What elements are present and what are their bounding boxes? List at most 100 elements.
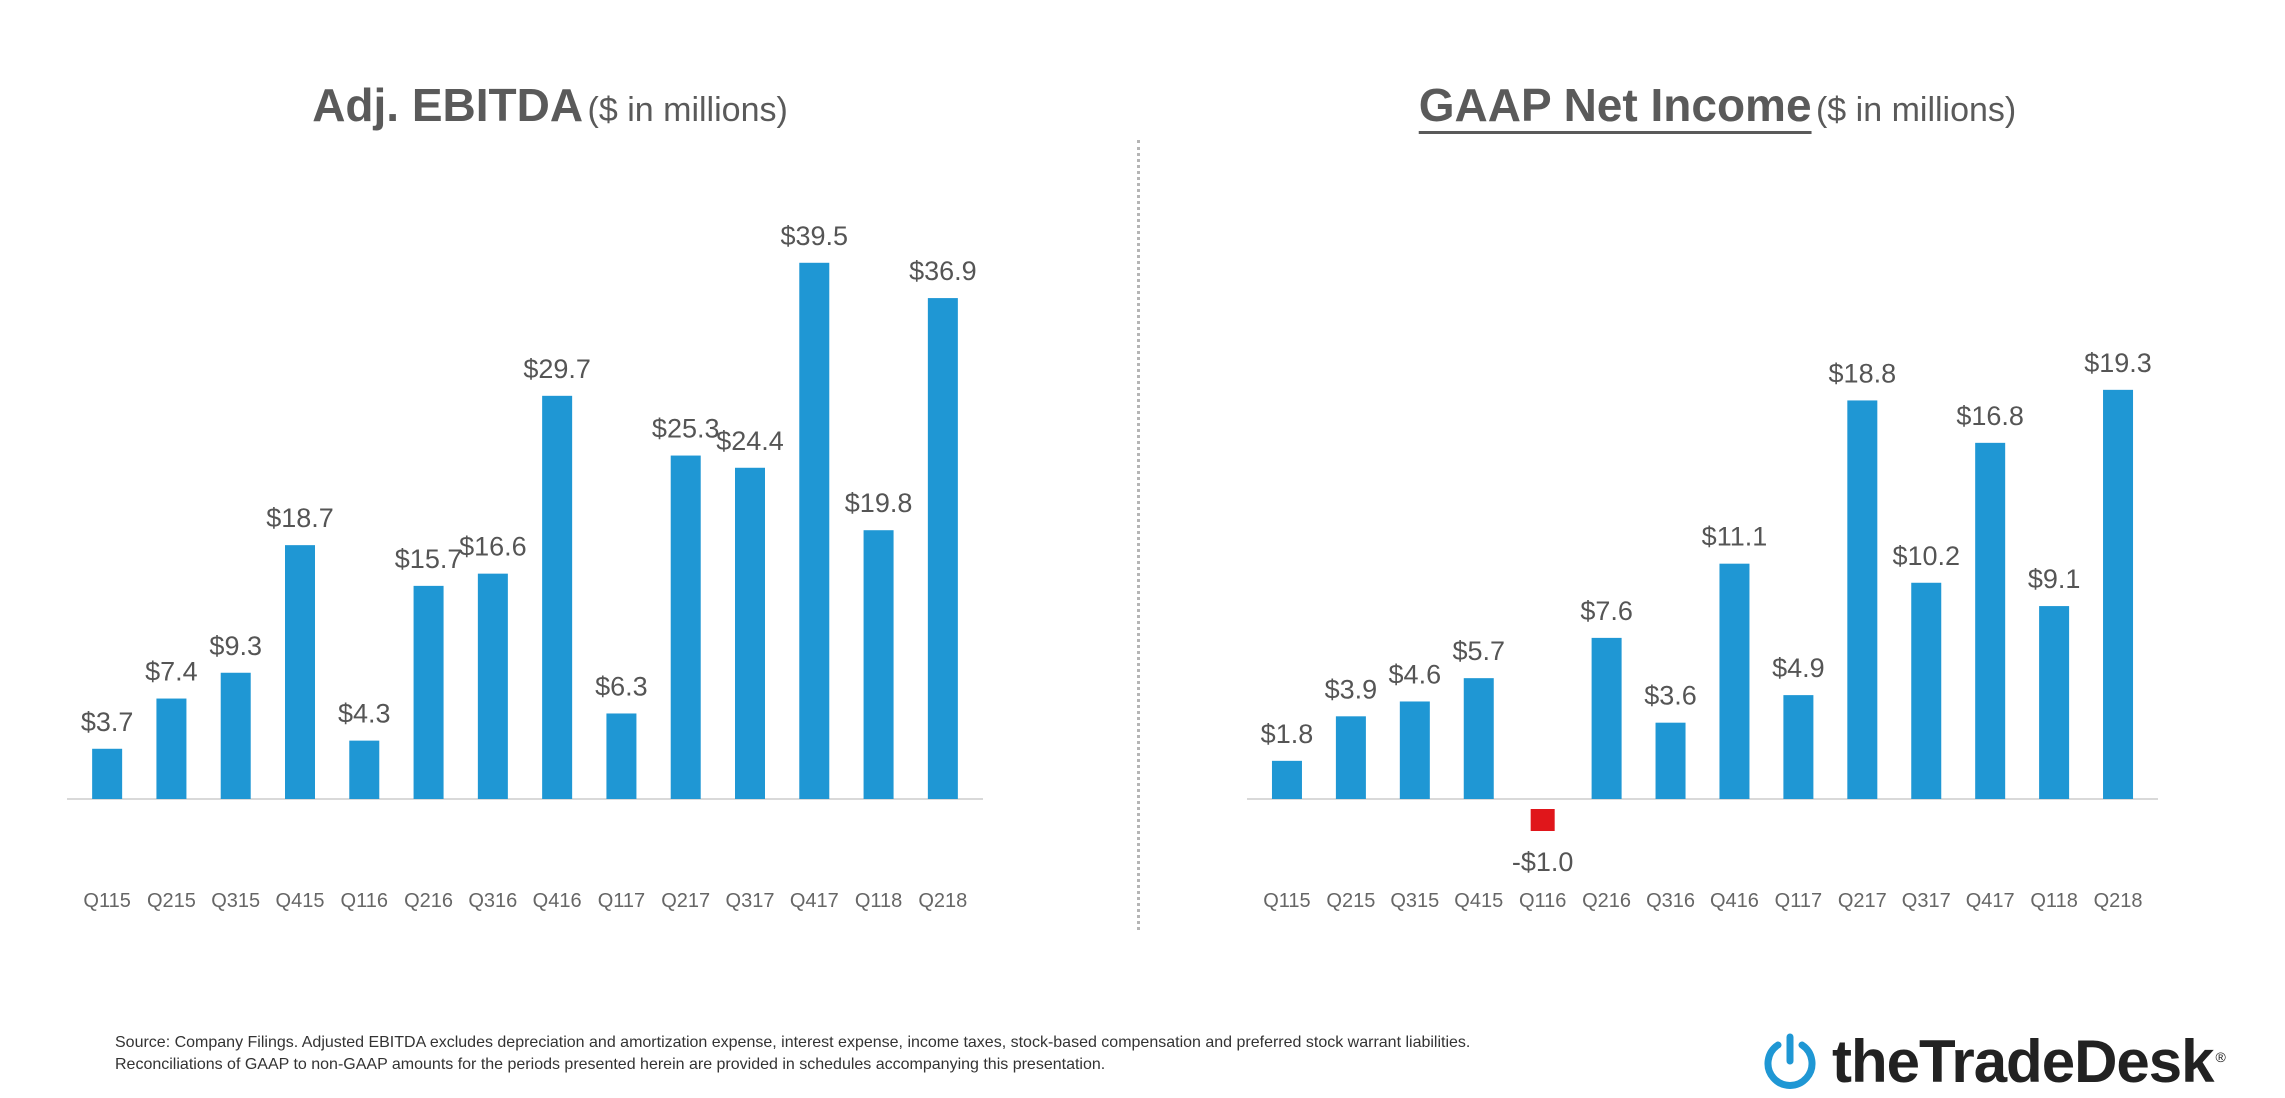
tick-label-q217: Q217 [661,890,710,912]
tick-label-q417: Q417 [790,890,839,912]
ebitda-title-main: Adj. EBITDA [312,79,584,131]
tick-label-q118: Q118 [2030,890,2077,912]
value-label-q216: $7.6 [1580,596,1633,626]
chart-bar-q415 [1463,678,1494,799]
tick-label-q218: Q218 [2094,890,2143,912]
tick-label-q317: Q317 [1902,890,1951,912]
value-label-q117: $6.3 [595,671,648,701]
chart-bar-q116 [349,740,380,799]
ebitda-chart: Adj. EBITDA ($ in millions) $3.7 Q115 $7.4… [0,0,1100,940]
value-label-q217: $25.3 [652,414,720,444]
tick-label-q316: Q316 [1646,890,1695,912]
tick-label-q417: Q417 [1966,890,2015,912]
logo-wordmark: theTradeDesk [1832,1027,2215,1095]
chart-bar-q215 [156,698,187,799]
tick-label-q117: Q117 [1775,890,1822,912]
value-label-q116: $4.3 [338,699,391,729]
chart-bar-q317 [1911,582,1942,799]
net-income-bar-chart: $1.8 Q115 $3.9 Q215 $4.6 Q315 $5.7 Q415 -$1.0 Q11… [1247,348,2158,912]
chart-bar-q416 [542,395,573,799]
value-label-q115: $1.8 [1261,719,1314,749]
chart-bar-q117 [606,713,637,799]
tick-label-q315: Q315 [211,890,260,912]
chart-bar-q118 [863,530,894,799]
value-label-q117: $4.9 [1772,653,1825,683]
logo-registered-mark: ® [2215,1049,2226,1065]
chart-bar-q218 [2103,389,2134,799]
net-income-chart-title: GAAP Net Income ($ in millions) [1150,78,2285,132]
source-footnote: Source: Company Filings. Adjusted EBITDA… [115,1034,1471,1073]
chart-bar-q216 [1591,637,1622,799]
tick-label-q416: Q416 [533,890,582,912]
tick-label-q415: Q415 [1454,890,1503,912]
tick-label-q118: Q118 [855,890,902,912]
tick-label-q216: Q216 [404,890,453,912]
chart-bar-q216 [413,585,444,799]
value-label-q215: $3.9 [1325,674,1378,704]
net-income-chart: GAAP Net Income ($ in millions) $1.8 Q115… [1150,0,2285,940]
value-label-q415: $18.7 [266,503,334,533]
ebitda-title-sub: ($ in millions) [587,91,788,129]
chart-bar-q316 [1655,722,1686,799]
chart-bar-q218 [927,298,958,799]
tick-label-q316: Q316 [468,890,517,912]
tick-label-q115: Q115 [1263,890,1310,912]
chart-bar-q317 [735,467,765,799]
chart-bar-q117 [1783,695,1814,799]
tick-label-q415: Q415 [276,890,325,912]
chart-bar-q316 [477,573,508,799]
value-label-q218: $19.3 [2084,348,2152,378]
chart-bar-q416 [1719,563,1750,799]
chart-bar-q118 [2039,606,2070,799]
value-label-q316: $16.6 [459,532,527,562]
tick-label-q215: Q215 [1326,890,1375,912]
value-label-q317: $10.2 [1892,541,1960,571]
tick-label-q115: Q115 [83,890,130,912]
tick-label-q416: Q416 [1710,890,1759,912]
value-label-q315: $4.6 [1389,659,1442,689]
chart-bar-q217 [670,455,701,799]
chart-bar-q315 [220,672,251,799]
tick-label-q216: Q216 [1582,890,1631,912]
chart-bar-q315 [1399,701,1430,799]
value-label-q316: $3.6 [1644,681,1697,711]
value-label-q118: $19.8 [845,488,913,518]
tick-label-q117: Q117 [598,890,645,912]
value-label-q217: $18.8 [1829,358,1897,388]
value-label-q317: $24.4 [716,426,784,456]
tick-label-q317: Q317 [726,890,775,912]
value-label-q315: $9.3 [209,631,262,661]
chart-bar-q215 [1335,716,1366,799]
tick-label-q215: Q215 [147,890,196,912]
ebitda-bar-chart: $3.7 Q115 $7.4 Q215 $9.3 Q315 $18.7 Q415 $4.3 Q11… [67,221,983,912]
value-label-q417: $16.8 [1956,401,2024,431]
net-income-title-sub: ($ in millions) [1815,91,2017,129]
value-label-q415: $5.7 [1452,636,1505,666]
chart-bar-q417 [799,262,830,800]
value-label-q118: $9.1 [2028,564,2081,594]
power-icon [1764,1033,1816,1089]
value-label-q116: -$1.0 [1512,847,1574,877]
trade-desk-logo: theTradeDesk ® [1760,1025,2226,1097]
ebitda-chart-title: Adj. EBITDA ($ in millions) [0,78,1100,132]
tick-label-q315: Q315 [1390,890,1439,912]
tick-label-q116: Q116 [1519,890,1566,912]
chart-bar-q115 [1271,760,1302,799]
value-label-q416: $29.7 [523,354,591,384]
chart-bar-q417 [1975,442,2006,799]
value-label-q218: $36.9 [909,256,977,286]
value-label-q216: $15.7 [395,544,463,574]
value-label-q416: $11.1 [1702,522,1768,552]
value-label-q115: $3.7 [81,707,134,737]
net-income-title-main: GAAP Net Income [1418,79,1812,131]
chart-divider [1137,140,1140,930]
tick-label-q217: Q217 [1838,890,1887,912]
chart-bar-q415 [285,545,315,799]
chart-bar-q115 [92,748,123,799]
chart-bar-q217 [1847,400,1878,799]
value-label-q215: $7.4 [145,657,198,687]
tick-label-q116: Q116 [341,890,388,912]
value-label-q417: $39.5 [780,221,848,251]
tick-label-q218: Q218 [918,890,967,912]
chart-bar-q116 [1530,809,1555,831]
